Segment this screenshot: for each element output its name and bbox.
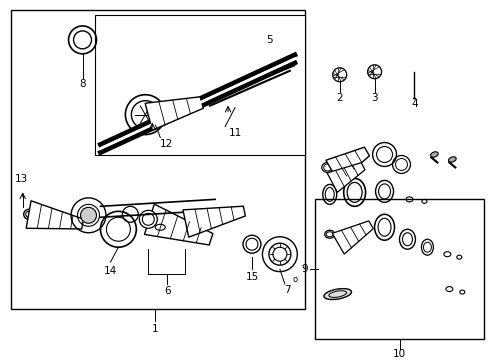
Text: 10: 10: [392, 349, 405, 359]
Text: 9: 9: [301, 264, 307, 274]
Polygon shape: [26, 201, 83, 229]
Text: 13: 13: [15, 175, 28, 184]
Circle shape: [139, 210, 157, 228]
Bar: [95, 15, 304, 154]
Text: o: o: [292, 275, 297, 284]
Text: 14: 14: [103, 266, 117, 276]
Ellipse shape: [323, 289, 351, 300]
Text: 1: 1: [152, 324, 158, 334]
Text: 15: 15: [245, 272, 258, 282]
Text: 11: 11: [228, 127, 241, 138]
Ellipse shape: [429, 152, 437, 157]
Text: 3: 3: [370, 93, 377, 103]
Text: 4: 4: [410, 99, 417, 109]
Text: 7: 7: [284, 285, 290, 295]
Text: 6: 6: [163, 286, 170, 296]
Polygon shape: [325, 147, 368, 183]
Text: 5: 5: [266, 35, 273, 45]
Text: 2: 2: [336, 93, 342, 103]
Polygon shape: [145, 97, 203, 130]
Polygon shape: [331, 221, 372, 254]
Text: 8: 8: [79, 79, 86, 89]
Bar: [11, 10, 304, 309]
Ellipse shape: [447, 157, 455, 162]
Polygon shape: [183, 206, 245, 237]
Bar: [314, 199, 483, 339]
Text: 12: 12: [159, 139, 173, 149]
Polygon shape: [326, 163, 364, 192]
Polygon shape: [144, 204, 212, 245]
Circle shape: [81, 207, 96, 223]
